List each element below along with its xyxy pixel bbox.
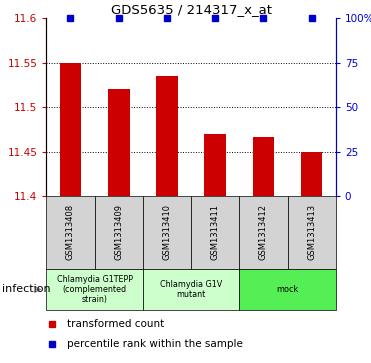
Bar: [288, 196, 336, 269]
Text: GSM1313411: GSM1313411: [211, 204, 220, 260]
Bar: [143, 269, 239, 310]
Bar: [156, 76, 178, 196]
Bar: [239, 269, 336, 310]
Bar: [239, 196, 288, 269]
Bar: [143, 196, 191, 269]
Bar: [204, 134, 226, 196]
Text: Chlamydia G1TEPP
(complemented
strain): Chlamydia G1TEPP (complemented strain): [57, 274, 132, 305]
Text: Chlamydia G1V
mutant: Chlamydia G1V mutant: [160, 280, 222, 299]
Bar: [60, 62, 81, 196]
Title: GDS5635 / 214317_x_at: GDS5635 / 214317_x_at: [111, 3, 272, 16]
Bar: [95, 196, 143, 269]
Text: mock: mock: [276, 285, 299, 294]
Bar: [46, 196, 95, 269]
Text: GSM1313412: GSM1313412: [259, 204, 268, 260]
Text: percentile rank within the sample: percentile rank within the sample: [67, 339, 243, 349]
Text: GSM1313413: GSM1313413: [307, 204, 316, 260]
Text: GSM1313409: GSM1313409: [114, 204, 123, 260]
Text: infection: infection: [2, 285, 50, 294]
Bar: [253, 137, 274, 196]
Text: transformed count: transformed count: [67, 319, 164, 329]
Text: GSM1313410: GSM1313410: [162, 204, 171, 260]
Bar: [191, 196, 239, 269]
Text: GSM1313408: GSM1313408: [66, 204, 75, 260]
Bar: [301, 152, 322, 196]
Bar: [46, 269, 143, 310]
Bar: [108, 89, 129, 196]
